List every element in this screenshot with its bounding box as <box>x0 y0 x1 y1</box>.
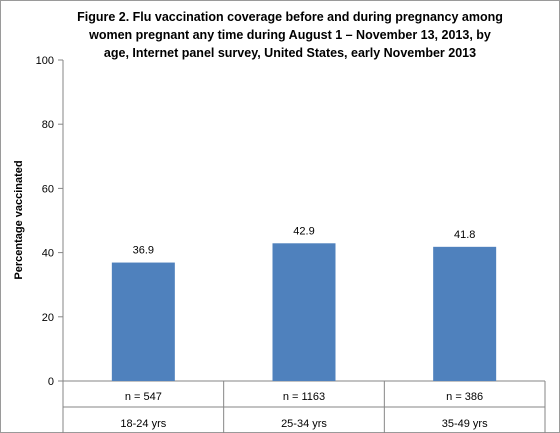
y-tick-label: 20 <box>42 312 54 324</box>
y-tick-label: 0 <box>48 376 54 388</box>
category-label: 25-34 yrs <box>281 418 327 430</box>
y-axis-label: Percentage vaccinated <box>13 160 25 279</box>
bar-value-label: 41.8 <box>454 229 475 241</box>
bar <box>111 262 175 381</box>
bar-value-label: 36.9 <box>133 245 154 257</box>
chart-title-line-2: women pregnant any time during August 1 … <box>89 28 491 42</box>
bar-value-label: 42.9 <box>293 225 314 237</box>
sample-size-label: n = 1163 <box>283 391 325 403</box>
labels: 36.9 n = 547 18-24 yrs 42.9 n = 1163 25-34 yr… <box>120 225 488 430</box>
axes: 0 20 40 60 80 100 <box>36 55 546 433</box>
chart-title-line-1: Figure 2. Flu vaccination coverage befor… <box>77 10 503 24</box>
category-label: 18-24 yrs <box>120 418 166 430</box>
bars <box>111 243 497 381</box>
bar <box>272 243 336 381</box>
chart-title-line-3: age, Internet panel survey, United State… <box>103 46 477 60</box>
sample-size-label: n = 386 <box>446 391 483 403</box>
y-tick-label: 40 <box>42 248 54 260</box>
category-label: 35-49 yrs <box>442 418 488 430</box>
y-tick-label: 80 <box>42 119 54 131</box>
sample-size-label: n = 547 <box>125 391 162 403</box>
y-tick-label: 60 <box>42 183 54 195</box>
bar <box>433 246 497 381</box>
chart-title: Figure 2. Flu vaccination coverage befor… <box>40 8 540 62</box>
y-tick-label: 100 <box>36 55 54 67</box>
